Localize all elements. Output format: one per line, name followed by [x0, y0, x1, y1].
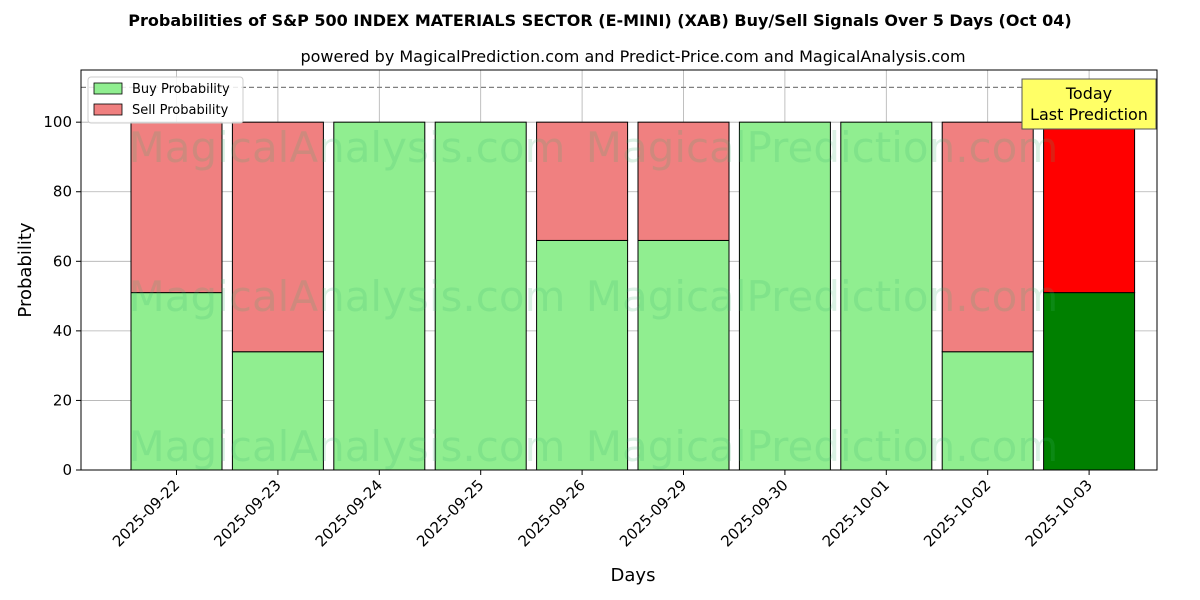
y-tick-label: 100 — [43, 113, 72, 131]
watermark-text: MagicalPrediction.com — [586, 272, 1059, 321]
legend: Buy Probability Sell Probability — [87, 76, 244, 124]
y-tick-label: 40 — [53, 322, 72, 340]
sell-bar — [231, 121, 324, 353]
x-tick-label: 2025-09-25 — [413, 476, 487, 550]
bars-layer — [130, 121, 1136, 471]
today-annotation: Today Last Prediction — [1021, 78, 1157, 130]
watermark-text: MagicalAnalysis.com — [129, 422, 566, 471]
sell-bar — [637, 121, 730, 241]
annotation-line2: Last Prediction — [1030, 105, 1148, 124]
buy-bar — [1043, 292, 1136, 471]
y-tick-label: 80 — [53, 183, 72, 201]
x-tick-label: 2025-09-29 — [616, 476, 690, 550]
x-tick-label: 2025-10-01 — [819, 476, 893, 550]
legend-frame — [87, 76, 244, 124]
legend-sell-swatch — [93, 103, 123, 116]
annotation-line1: Today — [1065, 84, 1112, 103]
chart-title: Probabilities of S&P 500 INDEX MATERIALS… — [128, 11, 1071, 30]
y-axis-label: Probability — [15, 222, 36, 317]
legend-sell-label: Sell Probability — [132, 103, 229, 118]
watermark-text: MagicalPrediction.com — [586, 422, 1059, 471]
buy-bar — [941, 351, 1034, 471]
plot-frame — [80, 69, 1158, 471]
watermark-text: MagicalAnalysis.com — [129, 272, 566, 321]
buy-bar — [637, 239, 730, 471]
x-tick-label: 2025-10-02 — [920, 476, 994, 550]
y-tick-label: 60 — [53, 252, 72, 270]
annotation-box — [1021, 78, 1157, 130]
buy-bar — [536, 239, 629, 471]
buy-bar — [840, 121, 933, 471]
x-tick-label: 2025-10-03 — [1022, 476, 1096, 550]
sell-bar — [536, 121, 629, 241]
x-tick-label: 2025-09-23 — [210, 476, 284, 550]
x-tick-label: 2025-09-30 — [717, 476, 791, 550]
watermark-layer: MagicalAnalysis.com MagicalPrediction.com… — [129, 123, 1059, 471]
y-tick-label: 20 — [53, 391, 72, 409]
x-tick-label: 2025-09-24 — [312, 476, 386, 550]
buy-bar — [130, 292, 223, 471]
y-tick-label: 0 — [62, 461, 72, 479]
buy-bar — [434, 121, 527, 471]
legend-buy-swatch — [93, 82, 123, 95]
sell-bar — [130, 121, 223, 294]
watermark-text: MagicalPrediction.com — [586, 123, 1059, 172]
x-tick-label: 2025-09-22 — [109, 476, 183, 550]
watermark-text: MagicalAnalysis.com — [129, 123, 566, 172]
sell-bar — [1043, 121, 1136, 294]
x-tick-label: 2025-09-26 — [515, 476, 589, 550]
chart-subtitle: powered by MagicalPrediction.com and Pre… — [300, 47, 965, 66]
sell-bar — [941, 121, 1034, 353]
buy-bar — [333, 121, 426, 471]
legend-buy-label: Buy Probability — [132, 82, 230, 97]
x-axis-label: Days — [611, 565, 656, 586]
buy-bar — [738, 121, 831, 471]
